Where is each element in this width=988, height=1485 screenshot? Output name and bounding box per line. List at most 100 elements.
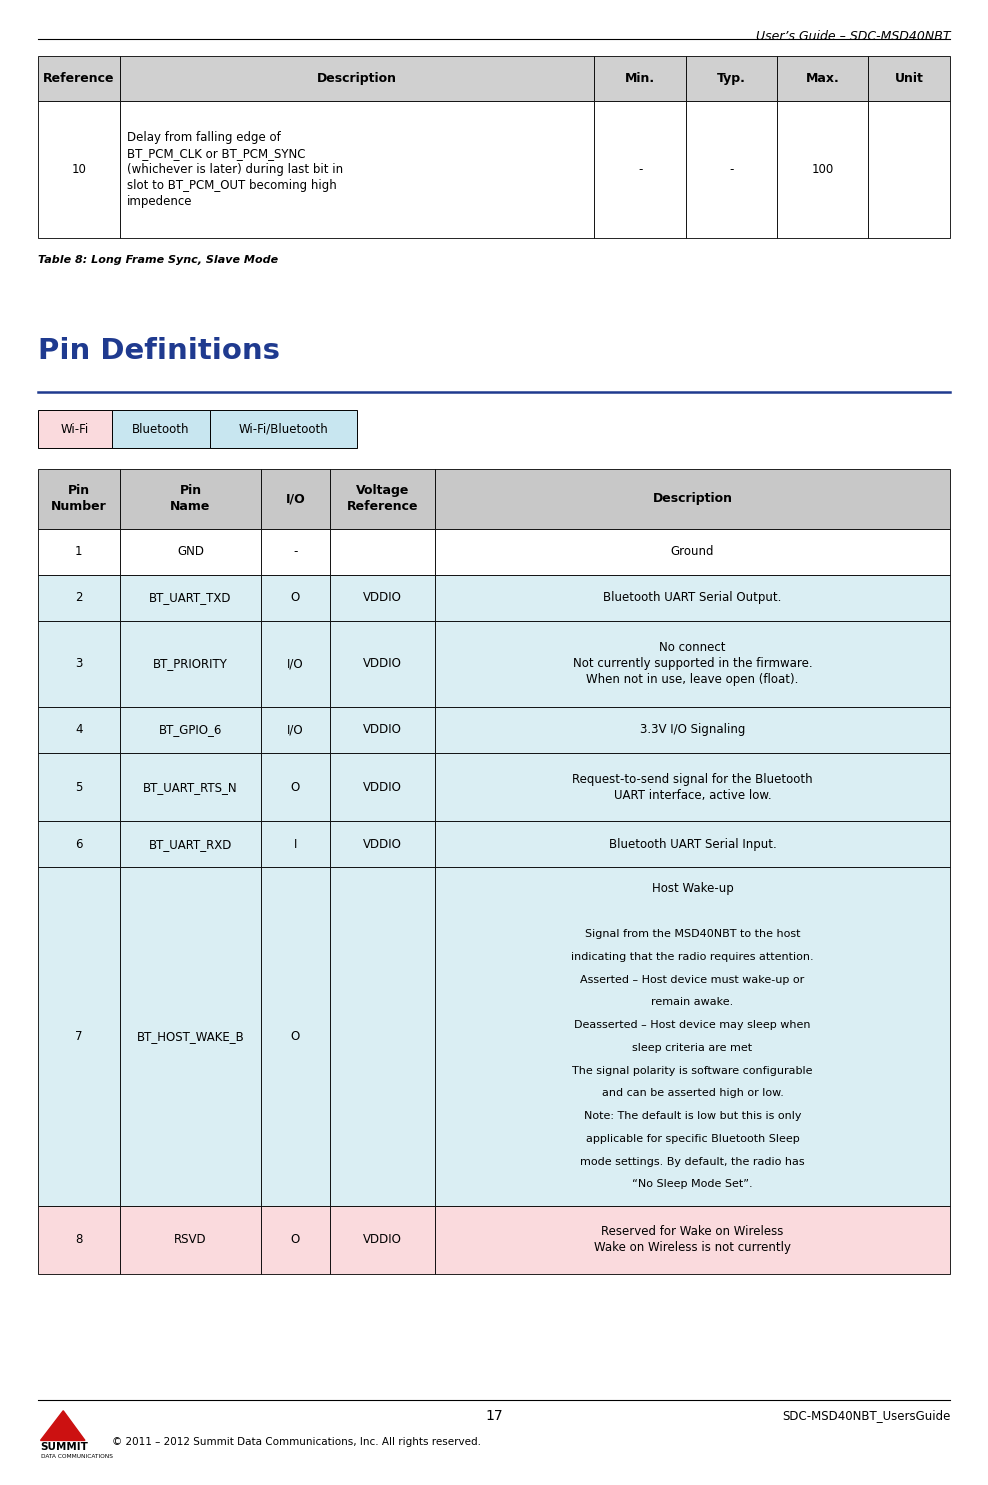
Text: O: O — [290, 1031, 300, 1042]
Text: sleep criteria are met: sleep criteria are met — [632, 1042, 753, 1053]
Text: 10: 10 — [71, 163, 86, 175]
Bar — [120, 56, 595, 101]
Bar — [38, 469, 120, 529]
Bar — [120, 621, 261, 707]
Bar — [261, 469, 330, 529]
Text: I: I — [293, 838, 297, 851]
Bar — [120, 575, 261, 621]
Bar — [435, 621, 950, 707]
Bar — [38, 101, 120, 238]
Text: Signal from the MSD40NBT to the host: Signal from the MSD40NBT to the host — [585, 930, 800, 939]
Bar — [38, 56, 120, 101]
Text: Request-to-send signal for the Bluetooth
UART interface, active low.: Request-to-send signal for the Bluetooth… — [572, 772, 813, 802]
Bar — [435, 753, 950, 821]
Text: Description: Description — [317, 73, 397, 85]
Text: 5: 5 — [75, 781, 82, 793]
Bar — [120, 101, 595, 238]
Bar — [330, 707, 435, 753]
Bar — [38, 753, 120, 821]
Text: I/O: I/O — [288, 723, 303, 737]
Text: Host Wake-up: Host Wake-up — [652, 882, 733, 895]
Bar — [120, 469, 261, 529]
Bar — [330, 529, 435, 575]
Bar — [120, 707, 261, 753]
Text: Reference: Reference — [42, 73, 115, 85]
Text: Voltage
Reference: Voltage Reference — [347, 484, 418, 514]
Text: 1: 1 — [75, 545, 82, 558]
Bar — [435, 867, 950, 1206]
Text: VDDIO: VDDIO — [363, 838, 401, 851]
Text: BT_GPIO_6: BT_GPIO_6 — [159, 723, 222, 737]
Text: Bluetooth: Bluetooth — [132, 423, 190, 435]
Text: 6: 6 — [75, 838, 82, 851]
Text: VDDIO: VDDIO — [363, 658, 401, 670]
Text: 100: 100 — [811, 163, 834, 175]
Text: © 2011 – 2012 Summit Data Communications, Inc. All rights reserved.: © 2011 – 2012 Summit Data Communications… — [112, 1437, 480, 1448]
Bar — [330, 575, 435, 621]
Text: O: O — [290, 1234, 300, 1246]
Text: Max.: Max. — [806, 73, 840, 85]
Bar — [435, 707, 950, 753]
Text: Pin Definitions: Pin Definitions — [38, 337, 280, 365]
Text: The signal polarity is software configurable: The signal polarity is software configur… — [572, 1066, 813, 1075]
Text: Pin
Number: Pin Number — [50, 484, 107, 514]
Text: 2: 2 — [75, 591, 82, 604]
Text: 17: 17 — [485, 1409, 503, 1423]
Bar — [595, 56, 686, 101]
Bar — [261, 867, 330, 1206]
Text: and can be asserted high or low.: and can be asserted high or low. — [602, 1089, 783, 1099]
Text: Ground: Ground — [671, 545, 714, 558]
Text: VDDIO: VDDIO — [363, 1234, 401, 1246]
Bar — [38, 821, 120, 867]
Bar — [261, 621, 330, 707]
Text: -: - — [293, 545, 297, 558]
Text: DATA COMMUNICATIONS: DATA COMMUNICATIONS — [41, 1454, 113, 1458]
Bar — [261, 575, 330, 621]
Text: 7: 7 — [75, 1031, 82, 1042]
Text: remain awake.: remain awake. — [651, 998, 734, 1007]
Text: Deasserted – Host device may sleep when: Deasserted – Host device may sleep when — [574, 1020, 811, 1031]
Text: Wi-Fi: Wi-Fi — [60, 423, 89, 435]
Text: BT_UART_RXD: BT_UART_RXD — [149, 838, 232, 851]
Bar — [777, 56, 868, 101]
Text: applicable for specific Bluetooth Sleep: applicable for specific Bluetooth Sleep — [586, 1135, 799, 1143]
Text: RSVD: RSVD — [174, 1234, 206, 1246]
Bar — [120, 529, 261, 575]
Bar — [435, 575, 950, 621]
Bar — [435, 469, 950, 529]
Bar — [120, 867, 261, 1206]
Bar — [210, 410, 357, 448]
Text: VDDIO: VDDIO — [363, 723, 401, 737]
Text: indicating that the radio requires attention.: indicating that the radio requires atten… — [571, 952, 814, 962]
Bar — [261, 1206, 330, 1274]
Bar — [330, 469, 435, 529]
Text: SUMMIT: SUMMIT — [41, 1442, 88, 1452]
Bar — [120, 1206, 261, 1274]
Bar — [261, 821, 330, 867]
Text: Bluetooth UART Serial Output.: Bluetooth UART Serial Output. — [604, 591, 782, 604]
Bar — [261, 707, 330, 753]
Text: Min.: Min. — [625, 73, 655, 85]
Text: BT_UART_TXD: BT_UART_TXD — [149, 591, 232, 604]
Text: 4: 4 — [75, 723, 82, 737]
Text: Pin
Name: Pin Name — [170, 484, 210, 514]
Text: 3: 3 — [75, 658, 82, 670]
Text: I/O: I/O — [288, 658, 303, 670]
Bar — [38, 621, 120, 707]
Text: Unit: Unit — [895, 73, 924, 85]
Bar — [330, 867, 435, 1206]
Bar — [435, 1206, 950, 1274]
Bar — [330, 821, 435, 867]
Text: Note: The default is low but this is only: Note: The default is low but this is onl… — [584, 1111, 801, 1121]
Bar — [38, 1206, 120, 1274]
Text: Bluetooth UART Serial Input.: Bluetooth UART Serial Input. — [609, 838, 777, 851]
Polygon shape — [41, 1411, 85, 1440]
Text: Asserted – Host device must wake-up or: Asserted – Host device must wake-up or — [580, 974, 804, 985]
Text: 3.3V I/O Signaling: 3.3V I/O Signaling — [640, 723, 745, 737]
Text: GND: GND — [177, 545, 204, 558]
Bar — [435, 529, 950, 575]
Bar — [38, 707, 120, 753]
Text: BT_UART_RTS_N: BT_UART_RTS_N — [143, 781, 238, 793]
Text: BT_PRIORITY: BT_PRIORITY — [153, 658, 228, 670]
Text: Reserved for Wake on Wireless
Wake on Wireless is not currently: Reserved for Wake on Wireless Wake on Wi… — [594, 1225, 791, 1255]
